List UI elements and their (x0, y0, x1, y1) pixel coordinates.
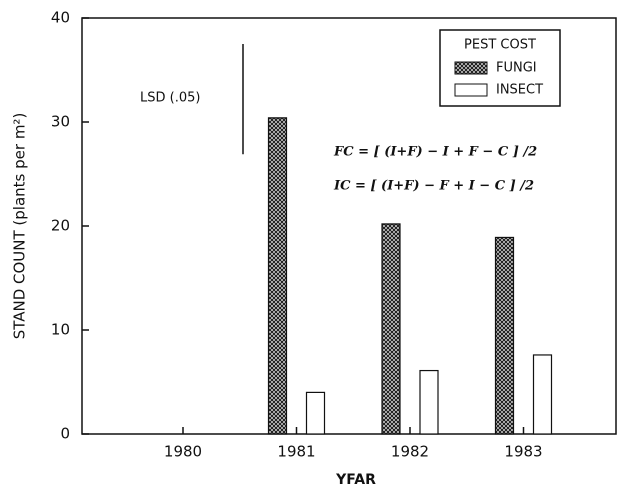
bar (267, 117, 288, 435)
legend-title: PEST COST (464, 38, 536, 53)
bar (494, 236, 515, 435)
bar (381, 223, 401, 435)
legend-swatch (454, 61, 488, 75)
y-tick-label: 20 (51, 217, 70, 235)
legend-swatch (454, 83, 488, 97)
annotation: FC = [ (I+F) − I + F − C ] /2 (333, 145, 537, 160)
bar (305, 391, 326, 435)
annotation: IC = [ (I+F) − F + I − C ] /2 (333, 179, 534, 194)
lsd-label: LSD (.05) (140, 91, 200, 106)
y-tick-label: 30 (51, 113, 70, 131)
y-axis-label: STAND COUNT (plants per m²) (11, 113, 29, 340)
y-tick-label: 40 (51, 9, 70, 27)
legend-label: FUNGI (496, 61, 537, 76)
legend-label: INSECT (496, 83, 543, 98)
bar (532, 354, 553, 435)
y-tick-label: 10 (51, 321, 70, 339)
x-tick-label: 1981 (277, 443, 315, 461)
y-tick-label: 0 (60, 425, 70, 443)
bar (419, 369, 439, 435)
x-tick-label: 1983 (504, 443, 542, 461)
x-tick-label: 1980 (164, 443, 202, 461)
x-axis-label: YFAR (335, 472, 376, 488)
x-tick-label: 1982 (391, 443, 429, 461)
